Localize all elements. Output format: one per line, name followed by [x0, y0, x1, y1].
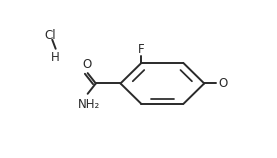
Text: O: O: [219, 77, 228, 90]
Text: F: F: [138, 43, 145, 56]
Text: NH₂: NH₂: [78, 98, 100, 111]
Text: H: H: [51, 51, 60, 64]
Text: O: O: [82, 58, 91, 71]
Text: Cl: Cl: [44, 29, 56, 42]
